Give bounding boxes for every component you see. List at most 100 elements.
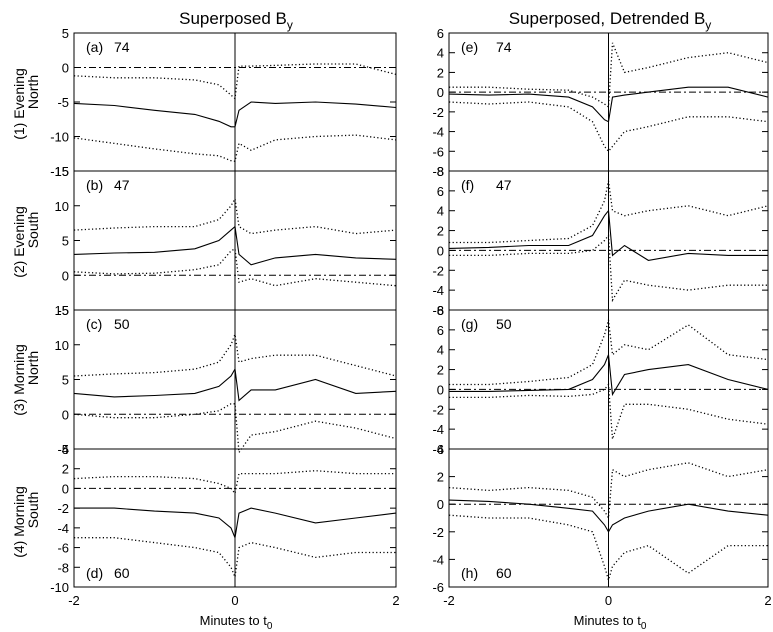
panel-g: 8 6 4 2 0 -2 -4 -6 (g) 50 [432,303,769,457]
mean-series-line [73,367,397,402]
y-tick-label: -2 [432,105,444,120]
x-tick-label: 2 [392,593,399,608]
mean-series-line [448,86,769,123]
svg-text:(2) Evening: (2) Evening [11,206,27,278]
y-tick-label: 0 [437,382,444,397]
bound-series-line [449,319,769,386]
x-tick-label: -2 [68,593,80,608]
y-tick-label: -5 [57,442,69,457]
mean-series-line [448,499,769,533]
svg-text:(4) Morning: (4) Morning [11,486,27,558]
sample-count-label: 74 [114,39,130,55]
panel-label: (d) [86,565,103,581]
y-tick-label: 6 [437,323,444,338]
svg-text:North: North [25,351,41,385]
left-column-title: Superposed By [179,9,293,32]
y-tick-label: -4 [57,521,69,536]
bound-series-line [449,233,768,303]
mean-series-line [449,354,769,397]
y-tick-label: 0 [437,243,444,258]
mean-series-line [74,507,397,540]
panel-label: (b) [86,177,103,193]
y-tick-label: 5 [62,26,69,41]
panel-h: 420-2-4-6-2 0 2(h) 60 [432,442,771,608]
bound-series-line [73,403,397,455]
svg-text:(1) Evening: (1) Evening [11,68,27,140]
svg-text:North: North [25,75,41,109]
y-tick-label: 15 [55,303,69,318]
panel-label: (h) [461,565,478,581]
y-tick-label: 0 [437,85,444,100]
y-tick-label: -4 [432,552,444,567]
panel-d: 420-2-4-6-8-10-2 0 2(d) 60 [50,442,399,608]
bound-series-line [73,63,397,100]
svg-text:(3) Morning: (3) Morning [11,344,27,416]
mean-series-line [73,101,397,128]
y-tick-label: -6 [57,541,69,556]
bound-series-line [449,382,769,440]
row-label-2: (2) Evening South [11,206,41,278]
y-tick-label: 10 [55,338,69,353]
y-tick-label: 2 [437,65,444,80]
y-tick-label: -2 [432,263,444,278]
bound-series-line [74,537,396,580]
panel-b: 15 10 5 0 -5 (b) 47 [55,164,397,318]
y-tick-label: -10 [50,130,69,145]
y-tick-label: -6 [432,442,444,457]
y-tick-label: -2 [432,525,444,540]
y-tick-label: -6 [432,580,444,595]
x-tick-label: 0 [231,593,238,608]
right-x-axis-title: Minutes to t0 [574,613,647,632]
y-tick-label: 5 [62,373,69,388]
sample-count-label: 50 [496,316,512,332]
bound-series-line [448,462,769,521]
y-tick-label: 4 [62,442,69,457]
y-tick-label: 6 [437,26,444,41]
svg-text:South: South [25,492,41,529]
y-tick-label: 4 [437,204,444,219]
panel-e: 6 4 2 0 -2 -4 -6 -8 (e) 74 [432,26,769,179]
y-tick-label: 4 [437,46,444,61]
y-tick-label: -4 [432,422,444,437]
y-tick-label: -8 [432,164,444,179]
right-column-title: Superposed, Detrended By [509,9,712,32]
bound-series-line [73,134,397,163]
left-x-axis-title: Minutes to t0 [200,613,273,632]
y-tick-label: -10 [50,580,69,595]
panel-label: (f) [461,177,474,193]
y-tick-label: -5 [57,303,69,318]
y-tick-label: 4 [437,442,444,457]
y-tick-label: -6 [432,144,444,159]
sample-count-label: 60 [496,565,512,581]
y-tick-label: 5 [62,234,69,249]
bound-series-line [449,180,769,244]
y-tick-label: 15 [55,164,69,179]
bound-series-line [449,42,769,109]
y-tick-label: -8 [57,560,69,575]
y-tick-label: -4 [432,283,444,298]
y-tick-label: 8 [437,303,444,318]
sample-count-label: 50 [114,316,130,332]
y-tick-label: 2 [62,462,69,477]
y-tick-label: -4 [432,125,444,140]
row-label-3: (3) Morning North [11,344,41,416]
y-tick-label: 0 [62,61,69,76]
y-tick-label: 6 [437,184,444,199]
panel-label: (g) [461,316,478,332]
mean-series-line [73,225,397,266]
bound-series-line [448,514,768,583]
y-tick-label: -5 [57,95,69,110]
panel-f: 8 6 4 2 0 -2 -4 -6 (f) 47 [432,164,769,318]
y-tick-label: -15 [50,164,69,179]
y-tick-label: 2 [437,470,444,485]
row-label-4: (4) Morning South [11,486,41,558]
y-tick-label: -2 [57,501,69,516]
panel-label: (c) [86,316,102,332]
y-tick-label: 2 [437,224,444,239]
y-tick-label: 0 [62,481,69,496]
x-tick-label: -2 [443,593,455,608]
sample-count-label: 47 [114,177,130,193]
